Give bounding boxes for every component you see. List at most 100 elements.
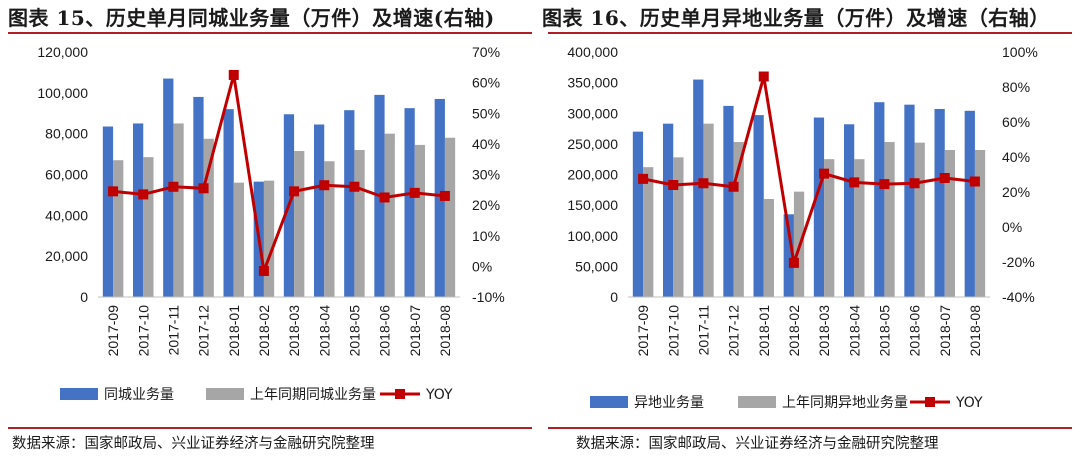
bar-current — [934, 108, 945, 298]
yoy-marker — [439, 190, 450, 201]
y-tick-label: 100,000 — [37, 85, 88, 101]
legend-label: YOY — [425, 387, 453, 403]
x-tick-label: 2017-10 — [665, 305, 681, 357]
y2-tick-label: 40% — [472, 136, 500, 152]
legend-swatch — [738, 396, 776, 408]
legend-marker — [925, 397, 935, 407]
yoy-marker — [638, 173, 649, 184]
y2-tick-label: 100% — [1002, 44, 1038, 60]
bar-previous — [294, 151, 305, 297]
x-tick-label: 2018-07 — [937, 305, 953, 357]
y2-tick-label: 60% — [1002, 114, 1030, 130]
y2-tick-label: -20% — [1002, 254, 1035, 270]
x-tick-label: 2018-02 — [256, 305, 272, 357]
yoy-marker — [758, 71, 769, 82]
yoy-marker — [969, 176, 980, 187]
bar-previous — [444, 137, 456, 297]
x-tick-label: 2018-02 — [786, 305, 802, 357]
x-tick-label: 2018-04 — [316, 305, 332, 357]
bar-current — [404, 108, 415, 297]
legend-marker — [395, 389, 405, 399]
bar-current — [662, 123, 674, 297]
x-tick-label: 2018-03 — [286, 305, 302, 357]
y-tick-label: 40,000 — [45, 207, 88, 223]
source-divider — [8, 427, 532, 429]
bar-previous — [824, 159, 835, 297]
yoy-marker — [788, 257, 799, 268]
bar-previous — [884, 142, 895, 297]
title-divider — [548, 32, 1072, 34]
bar-current — [313, 124, 325, 298]
bar-current — [434, 98, 445, 297]
yoy-marker — [939, 173, 950, 183]
x-tick-label: 2018-05 — [876, 305, 892, 357]
legend-label: 异地业务量 — [634, 395, 704, 411]
yoy-marker — [319, 180, 330, 191]
y2-tick-label: 0% — [472, 258, 492, 274]
x-tick-label: 2018-01 — [226, 305, 242, 357]
yoy-line — [112, 74, 446, 277]
y-tick-label: 0 — [610, 289, 618, 305]
bar-previous — [643, 167, 654, 297]
y2-tick-label: 60% — [472, 75, 500, 91]
source-divider — [548, 427, 1072, 429]
legend-label: YOY — [955, 395, 983, 411]
yoy-marker — [228, 69, 239, 80]
bar-previous — [354, 150, 365, 297]
bar-previous — [763, 199, 775, 297]
yoy-marker — [909, 178, 920, 189]
yoy-marker — [349, 181, 360, 192]
yoy-marker — [409, 187, 420, 198]
yoy-marker — [879, 179, 890, 190]
yoy-marker — [168, 181, 179, 192]
y2-tick-label: 30% — [472, 167, 500, 183]
bar-current — [904, 104, 915, 297]
yoy-marker — [849, 177, 860, 188]
y2-tick-label: 0% — [1002, 219, 1022, 235]
bar-current — [964, 110, 975, 297]
x-tick-label: 2018-07 — [407, 305, 423, 357]
x-tick-label: 2017-12 — [196, 305, 212, 357]
y-tick-label: 120,000 — [37, 44, 88, 60]
legend-swatch — [60, 388, 98, 400]
y2-tick-label: 20% — [1002, 184, 1030, 200]
x-tick-label: 2018-01 — [756, 305, 772, 357]
chart-panel-left: 图表 15、历史单月同城业务量（万件）及增速(右轴) 0 20,000 40,000… — [8, 6, 532, 452]
yoy-marker — [379, 192, 390, 203]
yoy-marker — [289, 186, 300, 197]
y-tick-label: 150,000 — [567, 197, 618, 213]
x-tick-label: 2018-08 — [437, 305, 453, 357]
y2-tick-label: 20% — [472, 197, 500, 213]
bar-current — [102, 126, 114, 297]
bar-previous — [673, 157, 684, 297]
bar-previous — [944, 150, 956, 297]
bar-previous — [203, 138, 214, 297]
bar-previous — [173, 123, 184, 297]
legend-label: 上年同期异地业务量 — [782, 395, 908, 411]
y2-tick-label: 10% — [472, 228, 500, 244]
y-tick-label: 200,000 — [567, 167, 618, 183]
bar-current — [193, 96, 204, 298]
bar-previous — [263, 180, 275, 297]
yoy-marker — [668, 180, 679, 190]
y-tick-label: 250,000 — [567, 136, 618, 152]
bar-previous — [703, 123, 714, 297]
x-tick-label: 2018-04 — [846, 305, 862, 357]
yoy-marker — [198, 183, 209, 194]
bar-previous — [143, 157, 154, 297]
bar-current — [632, 131, 644, 297]
y-tick-label: 350,000 — [567, 75, 618, 91]
y2-tick-label: -10% — [472, 289, 505, 305]
yoy-marker — [819, 168, 830, 179]
yoy-marker — [698, 178, 709, 189]
x-tick-label: 2018-06 — [377, 305, 393, 357]
x-tick-label: 2018-03 — [816, 305, 832, 357]
y-tick-label: 0 — [80, 289, 88, 305]
chart-title: 图表 15、历史单月同城业务量（万件）及增速(右轴) — [8, 6, 495, 30]
bar-previous — [414, 144, 426, 297]
y-tick-label: 60,000 — [45, 167, 88, 183]
legend-label: 同城业务量 — [104, 387, 174, 403]
bar-current — [723, 105, 734, 298]
y2-tick-label: 40% — [1002, 149, 1030, 165]
x-tick-label: 2017-11 — [165, 305, 181, 356]
